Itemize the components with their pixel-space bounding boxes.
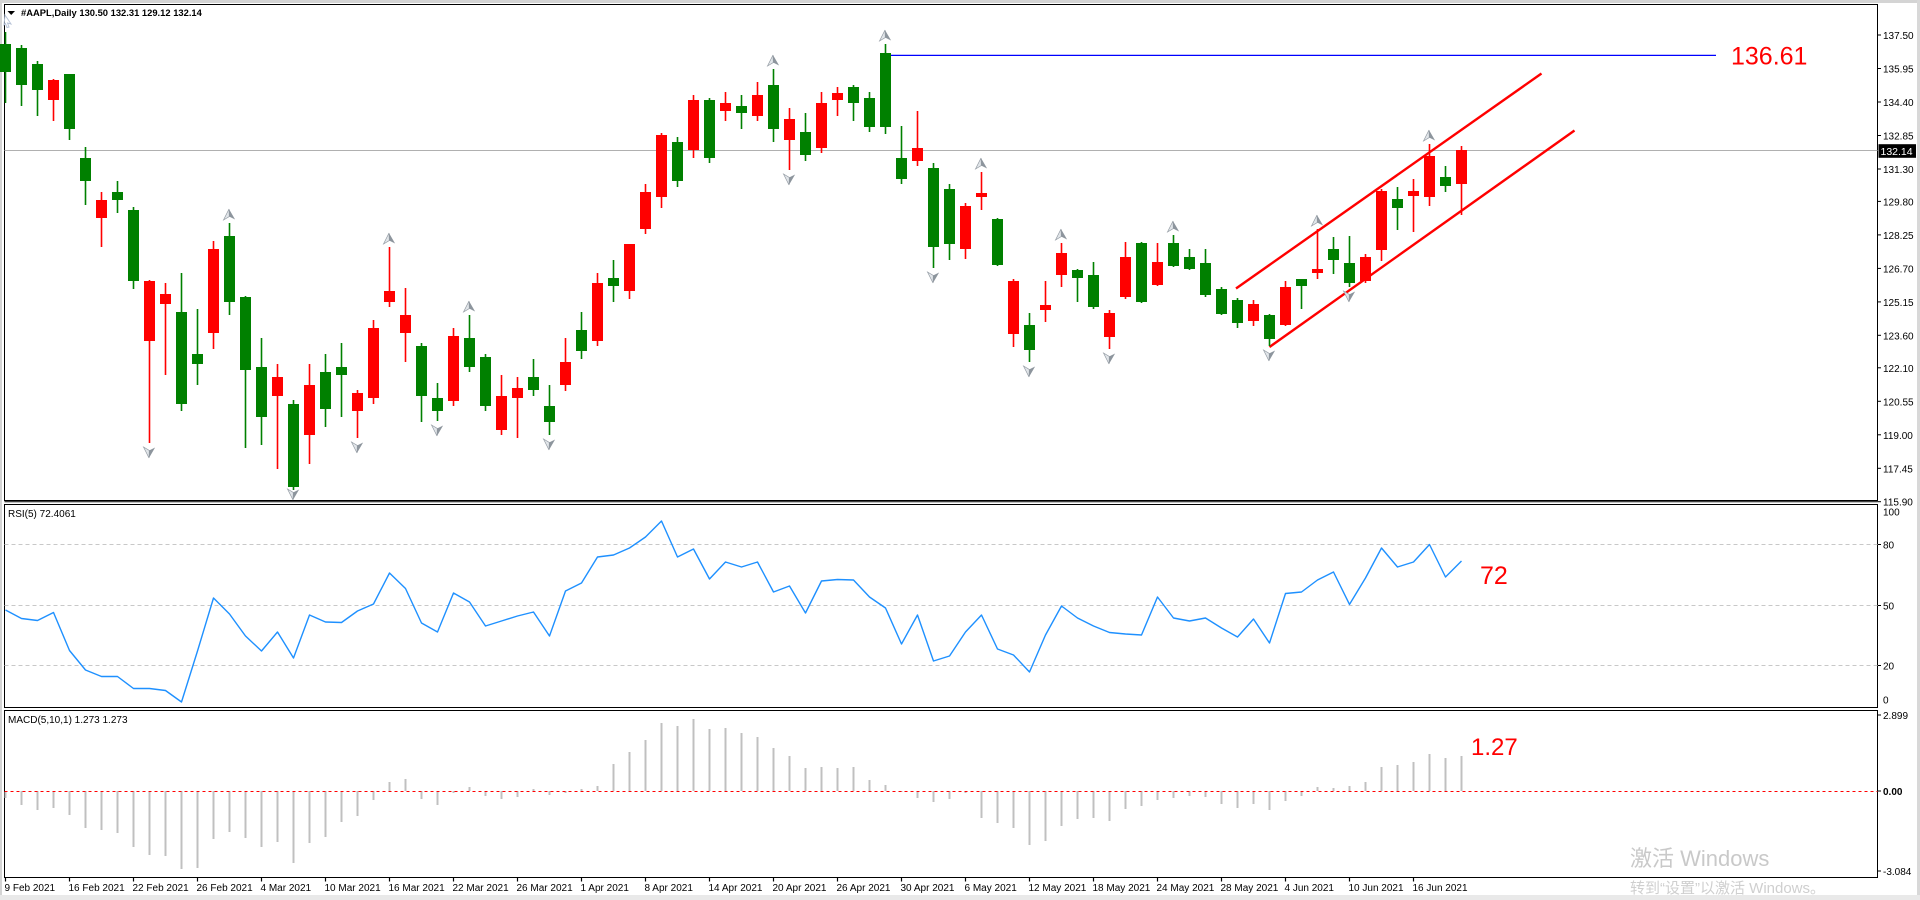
svg-text:132.85: 132.85	[1883, 132, 1914, 143]
svg-text:0.00: 0.00	[1883, 787, 1903, 798]
svg-text:0: 0	[1883, 695, 1889, 706]
svg-text:26 Apr 2021: 26 Apr 2021	[837, 883, 891, 894]
svg-text:125.15: 125.15	[1883, 298, 1914, 309]
svg-text:转到“设置”以激活 Windows。: 转到“设置”以激活 Windows。	[1630, 880, 1825, 897]
svg-text:26 Feb 2021: 26 Feb 2021	[197, 883, 254, 894]
svg-text:24 May 2021: 24 May 2021	[1157, 883, 1215, 894]
svg-text:16 Jun 2021: 16 Jun 2021	[1413, 883, 1468, 894]
svg-text:14 Apr 2021: 14 Apr 2021	[709, 883, 763, 894]
svg-text:6 May 2021: 6 May 2021	[965, 883, 1018, 894]
svg-text:100: 100	[1883, 508, 1900, 519]
svg-text:128.25: 128.25	[1883, 231, 1914, 242]
svg-text:119.00: 119.00	[1883, 431, 1913, 442]
svg-text:20: 20	[1883, 662, 1895, 673]
svg-text:MACD(5,10,1) 1.273 1.273: MACD(5,10,1) 1.273 1.273	[8, 715, 128, 726]
svg-text:激活 Windows: 激活 Windows	[1630, 846, 1769, 871]
svg-text:117.45: 117.45	[1883, 464, 1913, 475]
svg-text:20 Apr 2021: 20 Apr 2021	[773, 883, 827, 894]
svg-text:126.70: 126.70	[1883, 264, 1914, 275]
svg-text:9 Feb 2021: 9 Feb 2021	[5, 883, 56, 894]
svg-text:1.27: 1.27	[1471, 734, 1518, 761]
svg-text:22 Feb 2021: 22 Feb 2021	[133, 883, 190, 894]
svg-text:#AAPL,Daily 130.50 132.31 129: #AAPL,Daily 130.50 132.31 129.12 132.14	[21, 7, 203, 18]
svg-text:135.95: 135.95	[1883, 65, 1914, 76]
svg-text:-3.084: -3.084	[1883, 867, 1912, 878]
svg-text:80: 80	[1883, 541, 1895, 552]
svg-text:131.30: 131.30	[1883, 165, 1914, 176]
svg-text:10 Mar 2021: 10 Mar 2021	[325, 883, 382, 894]
svg-text:115.90: 115.90	[1883, 498, 1913, 509]
svg-text:16 Mar 2021: 16 Mar 2021	[389, 883, 446, 894]
svg-text:12 May 2021: 12 May 2021	[1029, 883, 1087, 894]
svg-text:28 May 2021: 28 May 2021	[1221, 883, 1279, 894]
svg-text:10 Jun 2021: 10 Jun 2021	[1349, 883, 1404, 894]
svg-text:132.14: 132.14	[1881, 146, 1913, 158]
svg-text:18 May 2021: 18 May 2021	[1093, 883, 1151, 894]
svg-text:120.55: 120.55	[1883, 397, 1914, 408]
svg-text:16 Feb 2021: 16 Feb 2021	[69, 883, 126, 894]
svg-text:4 Mar 2021: 4 Mar 2021	[261, 883, 312, 894]
svg-text:30 Apr 2021: 30 Apr 2021	[901, 883, 955, 894]
svg-text:22 Mar 2021: 22 Mar 2021	[453, 883, 510, 894]
svg-text:2.899: 2.899	[1883, 711, 1908, 722]
svg-text:137.50: 137.50	[1883, 31, 1914, 42]
svg-text:129.80: 129.80	[1883, 197, 1914, 208]
svg-text:136.61: 136.61	[1731, 43, 1807, 71]
svg-text:4 Jun 2021: 4 Jun 2021	[1285, 883, 1335, 894]
svg-text:1 Apr 2021: 1 Apr 2021	[581, 883, 630, 894]
svg-text:26 Mar 2021: 26 Mar 2021	[517, 883, 574, 894]
svg-text:50: 50	[1883, 602, 1895, 613]
svg-text:134.40: 134.40	[1883, 98, 1914, 109]
svg-text:RSI(5) 72.4061: RSI(5) 72.4061	[8, 509, 76, 520]
svg-text:72: 72	[1480, 562, 1508, 590]
svg-text:122.10: 122.10	[1883, 364, 1914, 375]
svg-text:123.60: 123.60	[1883, 331, 1914, 342]
svg-text:8 Apr 2021: 8 Apr 2021	[645, 883, 694, 894]
